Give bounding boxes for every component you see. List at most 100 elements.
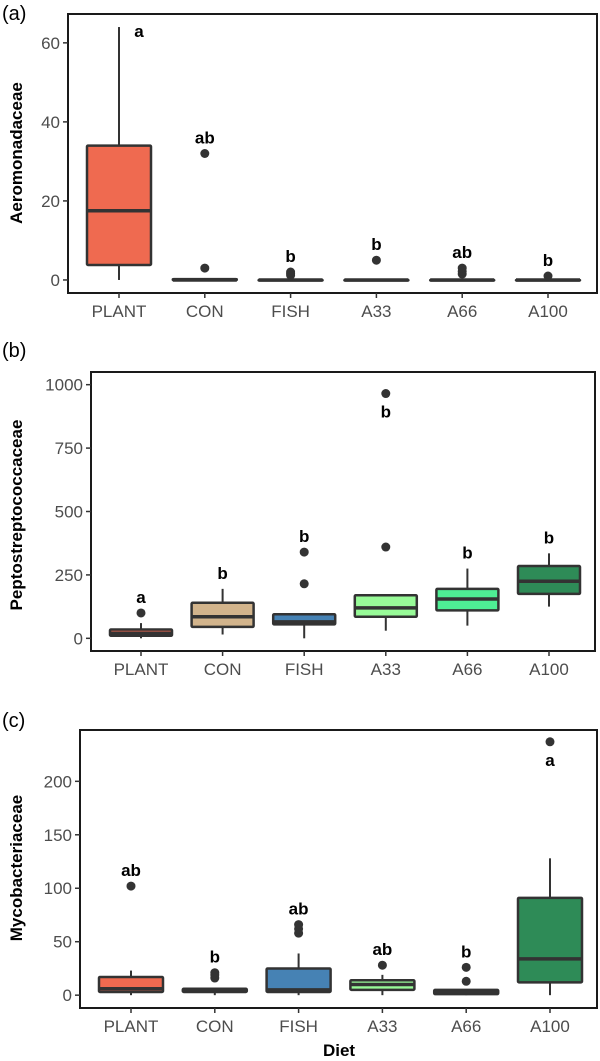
significance-letter: b — [461, 942, 471, 961]
outlier-point — [136, 608, 146, 618]
panel-tag-b: (b) — [2, 340, 26, 362]
outlier-point — [299, 579, 309, 589]
significance-letter: b — [381, 403, 391, 422]
box-fish: ab — [265, 900, 332, 996]
significance-letter: ab — [372, 940, 392, 959]
panel-a: (a) Aeromonadaceae 0 20 40 60 a PLANT ab CON b FI… — [2, 3, 598, 321]
box-a100: a — [516, 737, 584, 996]
box-a33: ab — [349, 940, 416, 996]
outlier-point — [126, 881, 136, 891]
x-tick-label: FISH — [271, 302, 310, 321]
significance-letter: a — [134, 22, 144, 41]
y-tick-label: 50 — [53, 933, 72, 952]
box-con: ab — [171, 129, 239, 282]
significance-letter: b — [543, 251, 553, 270]
box-rect — [516, 896, 584, 984]
box-fish: b — [271, 527, 337, 639]
box-rect — [265, 967, 332, 994]
plot-frame — [79, 729, 598, 1009]
plot-frame — [90, 371, 596, 652]
outlier-point — [461, 962, 471, 972]
box-rect — [85, 144, 153, 267]
y-axis-label-a: Aeromonadaceae — [7, 82, 26, 224]
y-tick-label: 200 — [44, 772, 72, 791]
panel-tag-c: (c) — [2, 710, 25, 732]
outlier-point — [200, 263, 210, 273]
x-tick-label: FISH — [285, 660, 324, 679]
box-a66: b — [432, 942, 500, 996]
y-tick-label: 20 — [41, 192, 60, 211]
box-a100: b — [514, 251, 582, 282]
box-plant: a — [85, 22, 153, 280]
box-a100: b — [516, 528, 582, 607]
outlier-point — [299, 547, 309, 557]
box-a33: b — [343, 235, 410, 282]
outlier-point — [545, 737, 555, 747]
outlier-point — [461, 976, 471, 986]
y-tick-label: 0 — [63, 986, 72, 1005]
x-tick-label: A33 — [361, 302, 391, 321]
y-axis-label-c: Mycobacteriaceae — [7, 795, 26, 941]
box-plant: ab — [97, 861, 165, 996]
x-tick-label: PLANT — [92, 302, 147, 321]
x-tick-label: PLANT — [114, 660, 169, 679]
outlier-point — [381, 542, 391, 552]
x-tick-label: CON — [196, 1017, 234, 1036]
outlier-point — [371, 255, 381, 265]
y-tick-label: 1000 — [45, 376, 83, 395]
x-tick-label: A66 — [451, 1017, 481, 1036]
y-axis-label-b: Peptostreptococcaceae — [7, 420, 26, 611]
y-tick-label: 0 — [74, 629, 83, 648]
significance-letter: ab — [289, 900, 309, 919]
y-tick-label: 250 — [55, 566, 83, 585]
x-tick-label: FISH — [279, 1017, 318, 1036]
outlier-point — [200, 149, 210, 158]
panel-c: (c) Mycobacteriaceae Diet 050100150200ab… — [2, 710, 598, 1060]
outlier-point — [210, 968, 220, 978]
significance-letter: b — [371, 235, 381, 254]
panel-b: (b) Peptostreptococcaceae 0 250 500 750 1000… — [2, 340, 596, 679]
significance-letter: b — [217, 564, 227, 583]
x-tick-label: A100 — [528, 302, 568, 321]
significance-letter: a — [136, 588, 146, 607]
y-tick-label: 0 — [51, 271, 60, 290]
significance-letter: b — [544, 528, 554, 547]
significance-letter: b — [210, 948, 220, 967]
x-tick-label: A33 — [367, 1017, 397, 1036]
y-tick-label: 150 — [44, 826, 72, 845]
box-rect — [190, 601, 255, 629]
outlier-point — [381, 389, 391, 399]
significance-letter: b — [462, 544, 472, 563]
box-a66: ab — [428, 243, 496, 282]
significance-letter: ab — [121, 861, 141, 880]
box-con: b — [190, 564, 255, 635]
box-con: b — [181, 948, 249, 996]
outlier-point — [294, 920, 304, 930]
significance-letter: ab — [452, 243, 472, 262]
x-tick-label: A66 — [452, 660, 482, 679]
significance-letter: b — [285, 247, 295, 266]
outlier-point — [457, 263, 467, 273]
panel-tag-a: (a) — [2, 3, 26, 25]
outlier-point — [377, 960, 387, 970]
significance-letter: a — [545, 751, 555, 770]
box-a33: b — [353, 389, 419, 631]
box-plant: a — [108, 588, 174, 639]
outlier-point — [286, 267, 296, 277]
y-tick-label: 500 — [55, 503, 83, 522]
x-tick-label: A66 — [447, 302, 477, 321]
x-tick-label: CON — [186, 302, 224, 321]
x-axis-label: Diet — [323, 1041, 355, 1060]
x-tick-label: A100 — [530, 1017, 570, 1036]
y-tick-label: 40 — [41, 113, 60, 132]
box-rect — [353, 593, 419, 619]
x-tick-label: A33 — [371, 660, 401, 679]
significance-letter: ab — [195, 129, 215, 148]
outlier-point — [543, 271, 553, 281]
x-tick-label: CON — [204, 660, 242, 679]
plot-frame — [67, 13, 598, 294]
y-tick-label: 60 — [41, 34, 60, 53]
x-tick-label: A100 — [529, 660, 569, 679]
significance-letter: b — [299, 527, 309, 546]
